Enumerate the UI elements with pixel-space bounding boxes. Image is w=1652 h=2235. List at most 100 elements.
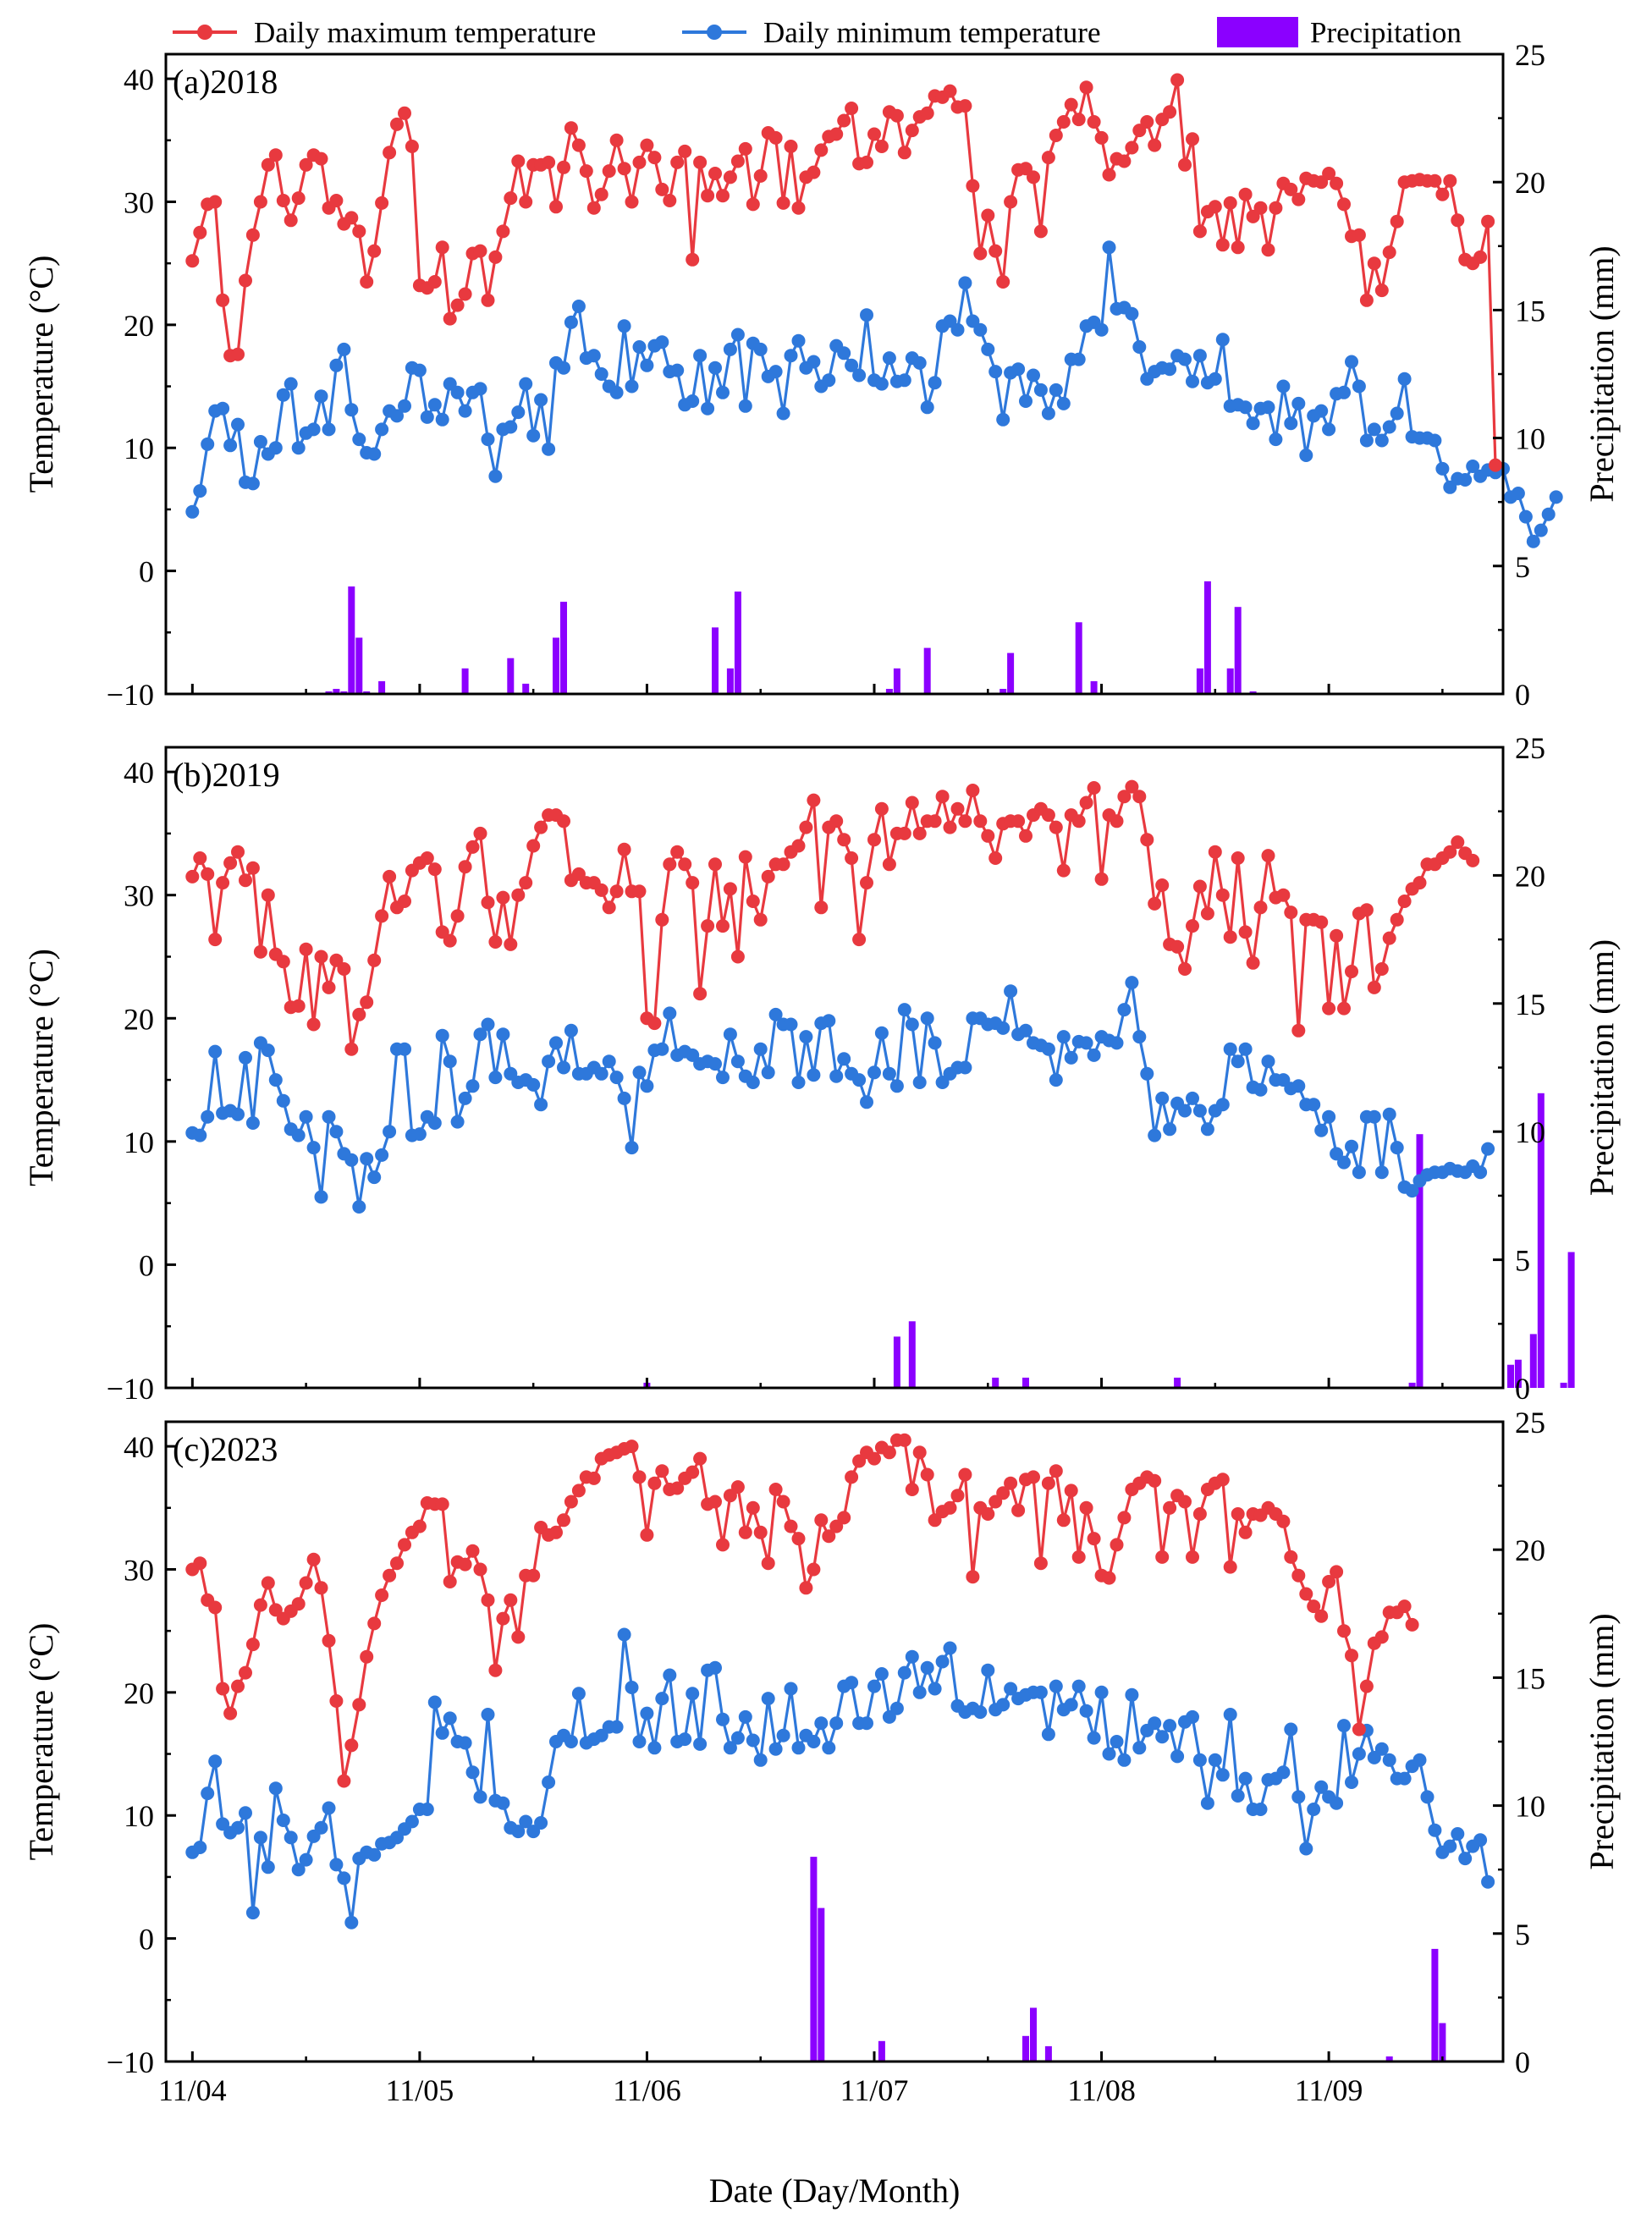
y-tick-label: −10 (107, 2045, 154, 2079)
max-temp-point (352, 1007, 366, 1021)
min-temp-point (1337, 1155, 1351, 1170)
max-temp-point (988, 244, 1003, 258)
panel-1: 40 30 20 10 0 −10 25 20 15 10 5 0 (a)2018 Temperature… (22, 38, 1621, 712)
precip-bar (522, 683, 530, 694)
max-temp-point (1019, 828, 1032, 843)
min-temp-point (239, 1806, 252, 1820)
y2-tick-label: 0 (1515, 2045, 1530, 2079)
max-temp-point (784, 140, 798, 153)
x-tick-label: 11/08 (1067, 2073, 1136, 2107)
max-temp-point (443, 311, 457, 326)
max-temp-point (201, 867, 215, 881)
max-temp-point (701, 919, 715, 933)
min-temp-point (640, 1079, 654, 1093)
min-temp-point (291, 1128, 306, 1142)
min-temp-point (1192, 349, 1207, 363)
precip-bar (1537, 1093, 1545, 1388)
min-temp-point (1466, 460, 1480, 473)
min-temp-point (193, 1128, 207, 1142)
y-axis-left: 40 30 20 10 0 −10 (107, 63, 176, 712)
max-temp-point (730, 1480, 745, 1495)
min-temp-point (640, 1706, 654, 1720)
max-temp-point (981, 208, 995, 223)
max-temp-point (1027, 1470, 1040, 1484)
max-temp-point (693, 155, 708, 169)
precip-bars (643, 1093, 1575, 1388)
min-temp-point (1269, 432, 1283, 447)
min-temp-point (1435, 461, 1450, 476)
min-temp-point (912, 1685, 927, 1699)
max-temp-point (253, 944, 267, 959)
min-temp-point (1299, 1841, 1313, 1856)
min-temp-point (571, 1687, 586, 1701)
min-temp-point (1056, 1030, 1071, 1044)
min-temp-point (655, 1692, 669, 1706)
max-temp-point (1011, 814, 1026, 828)
min-temp-point (632, 1735, 647, 1748)
min-temp-point (935, 1654, 950, 1669)
y-tick-label: 40 (124, 756, 154, 790)
max-temp-point (231, 347, 245, 361)
max-temp-point (1489, 458, 1502, 472)
min-temp-point (223, 438, 238, 453)
max-temp-point (1238, 187, 1253, 201)
precip-bar (1408, 1382, 1416, 1388)
max-temp-point (708, 1495, 722, 1509)
min-temp-point (905, 1017, 919, 1032)
min-temp-point (1132, 1030, 1147, 1044)
min-temp-point (465, 1765, 480, 1780)
min-temp-point (1549, 490, 1563, 504)
max-temp-point (768, 130, 783, 145)
min-temp-point (1337, 385, 1351, 399)
max-temp-point (511, 888, 526, 902)
min-temp-point (481, 432, 495, 447)
min-temp-point (329, 358, 344, 372)
max-temp-point (322, 980, 336, 994)
max-temp-point (337, 1774, 351, 1788)
min-temp-point (1238, 1771, 1253, 1786)
max-temp-point (276, 194, 290, 207)
min-temp-point (1352, 379, 1366, 394)
max-temp-point (1390, 912, 1404, 927)
max-temp-point (245, 228, 260, 242)
max-temp-point (882, 1445, 896, 1460)
max-temp-point (1186, 919, 1199, 933)
min-temp-point (686, 1687, 700, 1701)
precip-bar (333, 689, 340, 694)
min-temp-point (1208, 372, 1222, 386)
max-temp-point (268, 148, 283, 162)
min-temp-line (191, 981, 1490, 1208)
precip-bar (507, 658, 515, 694)
precip-bars (810, 1857, 1446, 2062)
min-temp-point (1125, 976, 1139, 990)
min-temp-point (276, 388, 290, 402)
min-temp-point (245, 476, 260, 491)
max-temp-point (412, 1519, 427, 1533)
min-temp-point (427, 398, 442, 412)
min-temp-point (367, 447, 382, 461)
min-temp-point (716, 1071, 730, 1085)
min-temp-point (586, 349, 601, 363)
max-temp-point (1049, 129, 1063, 142)
min-temp-series (185, 976, 1495, 1214)
max-temp-point (1148, 138, 1162, 152)
max-temp-point (950, 1489, 965, 1503)
max-temp-point (1231, 851, 1245, 865)
max-temp-point (511, 154, 526, 168)
y2-tick-label: 25 (1515, 1406, 1545, 1440)
max-temp-point (693, 1451, 708, 1466)
max-temp-point (557, 814, 570, 828)
min-temp-point (1284, 416, 1298, 431)
max-temp-point (314, 950, 328, 964)
max-temp-point (625, 195, 639, 209)
min-temp-point (784, 349, 798, 363)
min-temp-point (897, 1665, 911, 1680)
max-temp-point (557, 1513, 570, 1528)
x-tick-label: 11/04 (158, 2073, 227, 2107)
min-temp-point (1382, 1753, 1396, 1767)
min-temp-point (1246, 416, 1260, 431)
min-temp-point (829, 1716, 844, 1731)
max-temp-point (905, 795, 919, 810)
min-temp-point (708, 361, 722, 375)
min-temp-point (344, 403, 359, 417)
